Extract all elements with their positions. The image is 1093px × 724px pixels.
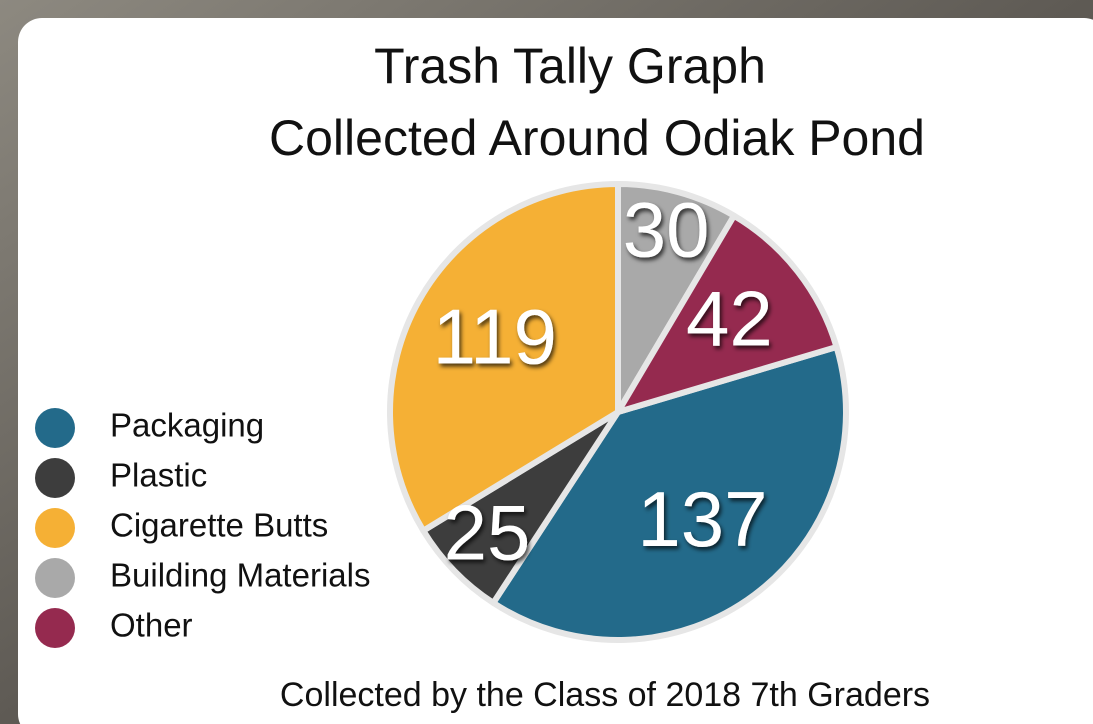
legend-swatch bbox=[35, 458, 75, 498]
data-label: 42 bbox=[686, 275, 773, 363]
data-label: 25 bbox=[444, 489, 531, 577]
data-label: 119 bbox=[433, 292, 557, 380]
legend-label: Other bbox=[110, 607, 193, 644]
caption: Collected by the Class of 2018 7th Grade… bbox=[280, 676, 930, 714]
legend-label: Packaging bbox=[110, 407, 264, 444]
data-label: 30 bbox=[623, 186, 710, 274]
legend-swatch bbox=[35, 558, 75, 598]
legend-label: Building Materials bbox=[110, 557, 370, 594]
legend-swatch bbox=[35, 508, 75, 548]
chart-title: Trash Tally Graph bbox=[374, 38, 766, 94]
legend-label: Cigarette Butts bbox=[110, 507, 328, 544]
chart: Trash Tally Graph Collected Around Odiak… bbox=[0, 0, 1093, 724]
legend-label: Plastic bbox=[110, 457, 207, 494]
legend-swatch bbox=[35, 608, 75, 648]
chart-subtitle: Collected Around Odiak Pond bbox=[269, 110, 925, 166]
legend-swatch bbox=[35, 408, 75, 448]
data-label: 137 bbox=[637, 475, 767, 563]
